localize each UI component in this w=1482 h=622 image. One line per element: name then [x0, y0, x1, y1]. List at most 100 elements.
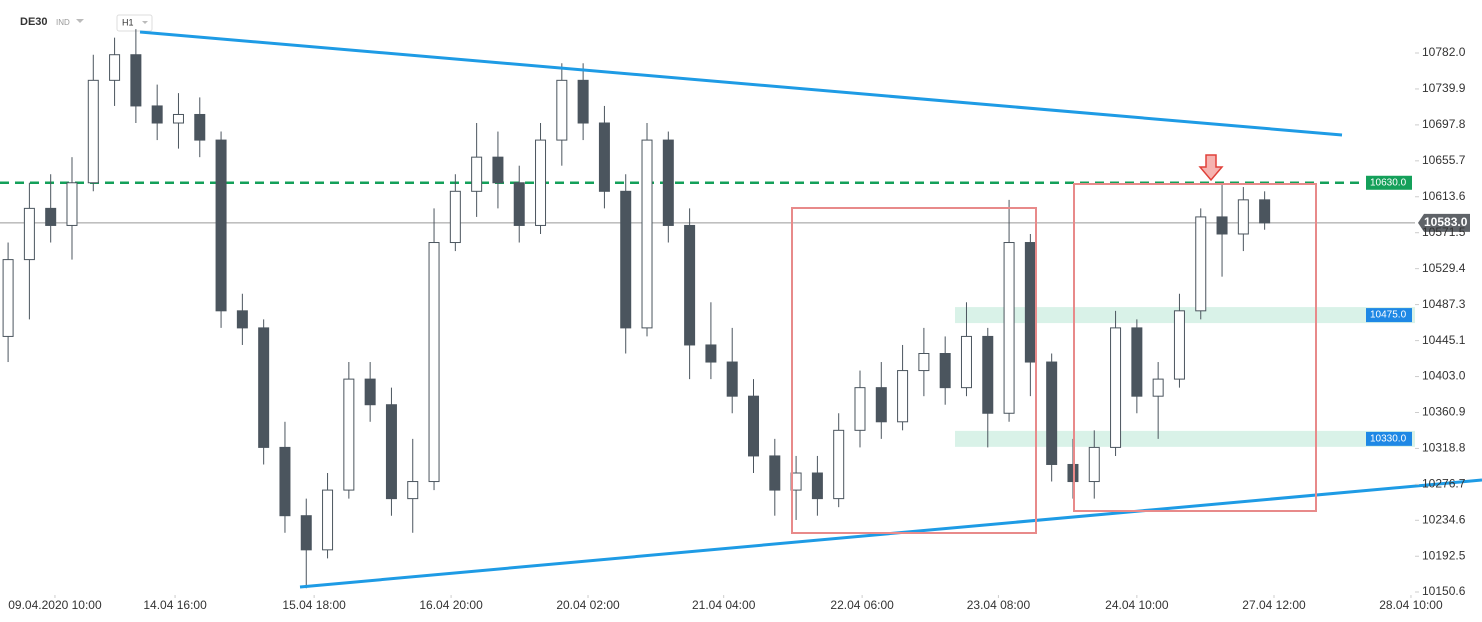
candle-body — [194, 113, 206, 141]
candle-body — [620, 190, 632, 329]
candle-body — [854, 387, 866, 431]
market: IND — [56, 18, 70, 27]
y-tick-label: 10445.1 — [1422, 333, 1466, 347]
x-tick-label: 23.04 08:00 — [967, 598, 1031, 612]
dropdown-icon[interactable] — [76, 19, 84, 23]
support-zone — [955, 430, 1415, 447]
x-tick-label: 20.04 02:00 — [556, 598, 620, 612]
timeframe: H1 — [122, 17, 134, 27]
candle-body — [918, 353, 930, 372]
candle-body — [769, 455, 781, 491]
x-tick-label: 24.04 10:00 — [1105, 598, 1169, 612]
y-tick-label: 10697.8 — [1422, 117, 1466, 131]
candle-body — [407, 481, 419, 500]
level-label-box — [1366, 431, 1412, 446]
y-tick-label: 10782.0 — [1422, 45, 1466, 59]
y-tick-label: 10276.7 — [1422, 477, 1466, 491]
candle-body — [428, 242, 440, 483]
candle-body — [684, 224, 696, 346]
candle-body — [598, 122, 610, 192]
symbol: DE30 — [20, 16, 48, 28]
candle-body — [109, 54, 121, 81]
y-tick-label: 10150.6 — [1422, 584, 1466, 598]
x-tick-label: 27.04 12:00 — [1242, 598, 1306, 612]
candle-body — [1216, 216, 1228, 235]
candle-body — [130, 54, 142, 107]
highlight-box — [791, 207, 1037, 534]
candle-body — [748, 395, 760, 457]
candle-body — [705, 344, 717, 363]
y-tick-label: 10613.6 — [1422, 189, 1466, 203]
level-label: 10475.0 — [1370, 310, 1407, 321]
candle-body — [236, 310, 248, 329]
timeframe-button[interactable] — [116, 14, 153, 32]
candle-body — [1259, 199, 1271, 224]
candle-body — [939, 353, 951, 389]
candle-body — [300, 515, 312, 551]
candle-body — [1195, 216, 1207, 312]
x-tick-label: 09.04.2020 10:00 — [8, 598, 102, 612]
candle-body — [662, 139, 674, 226]
candle-body — [151, 105, 163, 124]
candle-body — [215, 139, 227, 312]
candle-body — [577, 79, 589, 124]
candle-body — [385, 404, 397, 500]
candle-body — [982, 335, 994, 414]
candle-body — [471, 156, 483, 192]
candle-body — [726, 361, 738, 397]
candle-body — [364, 378, 376, 406]
x-tick-label: 28.04 10:00 — [1379, 598, 1443, 612]
y-tick-label: 10192.5 — [1422, 548, 1466, 562]
candle-body — [172, 113, 184, 124]
candle-body — [45, 207, 57, 226]
y-tick-label: 10487.3 — [1422, 297, 1466, 311]
candle-body — [875, 387, 887, 423]
candle-body — [1088, 446, 1100, 483]
candle-body — [492, 156, 504, 184]
trendline — [139, 30, 1343, 137]
candle-body — [449, 190, 461, 244]
candle-body — [1046, 361, 1058, 465]
candle-body — [897, 370, 909, 423]
y-tick-label: 10318.8 — [1422, 441, 1466, 455]
candle-body — [343, 378, 355, 491]
candle-body — [641, 139, 653, 329]
y-tick-label: 10360.9 — [1422, 405, 1466, 419]
y-tick-label: 10529.4 — [1422, 261, 1466, 275]
candle-body — [1152, 378, 1164, 397]
down-arrow — [1198, 154, 1224, 182]
level-label: 10630.0 — [1370, 177, 1407, 188]
y-tick-label: 10739.9 — [1422, 81, 1466, 95]
x-tick-label: 16.04 20:00 — [419, 598, 483, 612]
candle-body — [1173, 310, 1185, 380]
candle-body — [811, 472, 823, 500]
level-label: 10330.0 — [1370, 434, 1407, 445]
level-label-box — [1366, 175, 1412, 190]
candle-body — [960, 335, 972, 389]
candle-body — [279, 446, 291, 517]
dropdown-icon — [142, 21, 148, 24]
level-label-box — [1366, 308, 1412, 323]
y-tick-label: 10403.0 — [1422, 369, 1466, 383]
x-tick-label: 21.04 04:00 — [692, 598, 756, 612]
candle-body — [66, 182, 78, 226]
y-tick-label: 10234.6 — [1422, 512, 1466, 526]
y-tick-label: 10571.5 — [1422, 225, 1466, 239]
x-tick-label: 22.04 06:00 — [830, 598, 894, 612]
candle-body — [87, 79, 99, 184]
candle-body — [513, 182, 525, 226]
y-tick-label: 10655.7 — [1422, 153, 1466, 167]
x-tick-label: 15.04 18:00 — [282, 598, 346, 612]
candle-body — [1131, 327, 1143, 397]
candle-body — [258, 327, 270, 448]
candle-body — [1237, 199, 1249, 235]
highlight-box — [1073, 183, 1317, 512]
candle-body — [1003, 242, 1015, 414]
current-price-label: 10583.0 — [1424, 215, 1468, 229]
candle-body — [2, 259, 14, 337]
candle-body — [1110, 327, 1122, 448]
candle-body — [1067, 463, 1079, 483]
candle-body — [535, 139, 547, 226]
support-zone — [955, 307, 1415, 324]
